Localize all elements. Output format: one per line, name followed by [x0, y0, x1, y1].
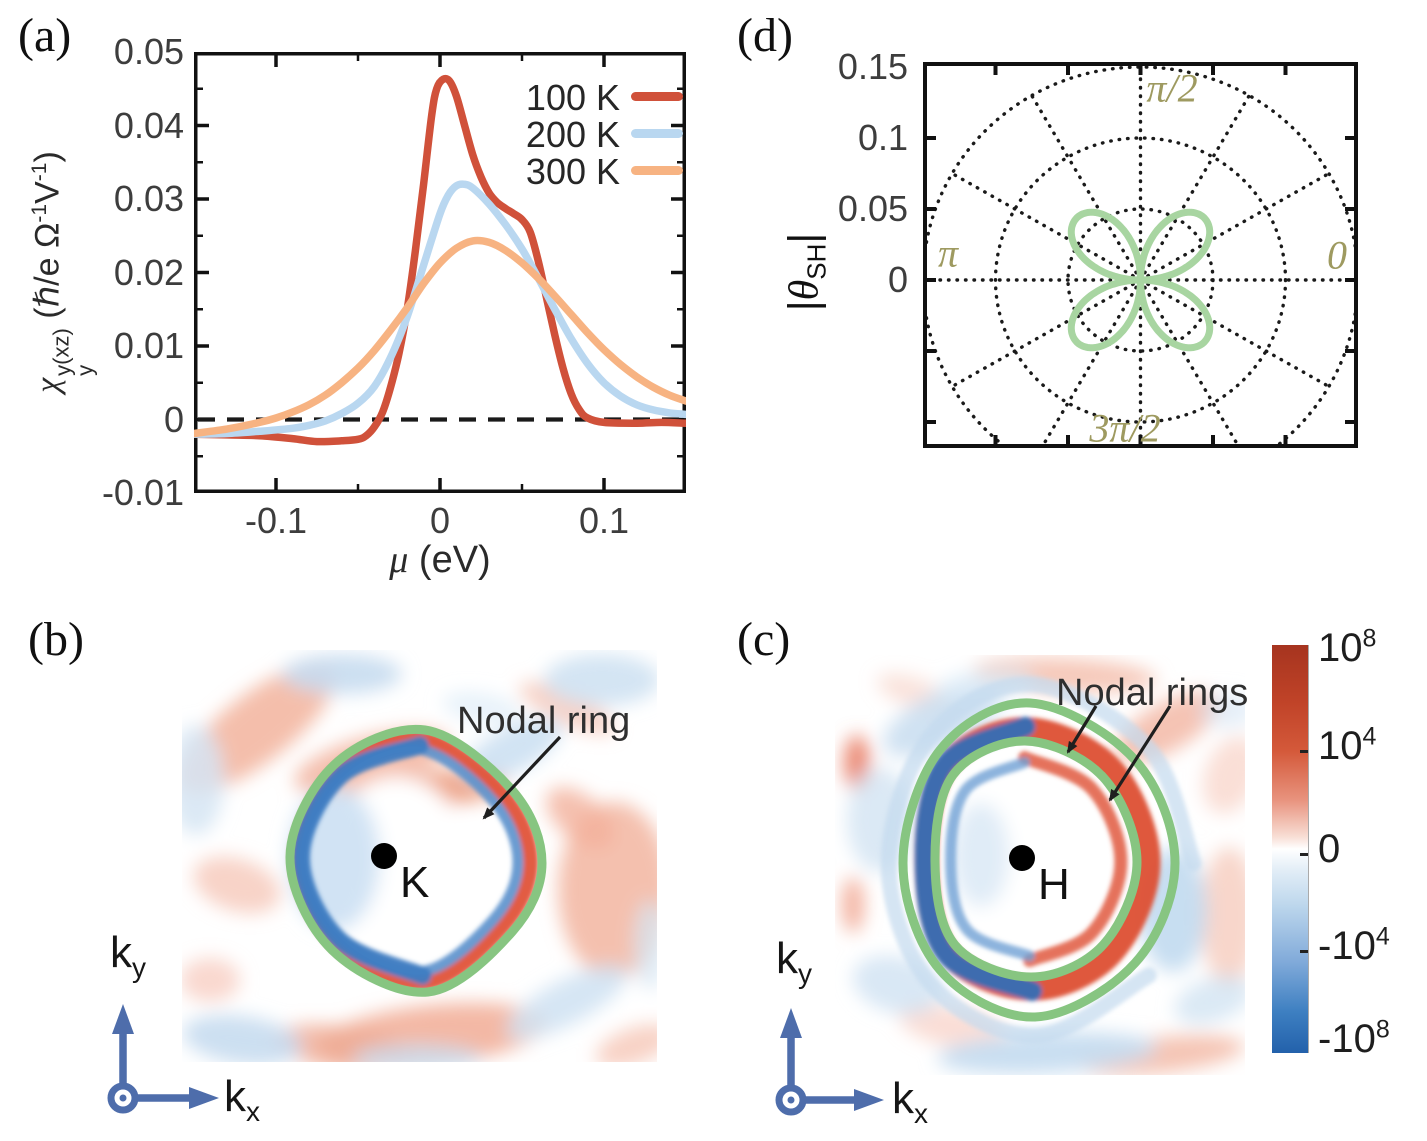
series-curve-300K	[194, 236, 686, 438]
high-symmetry-point-dot	[371, 843, 397, 869]
legend-label-100K: 100 K	[525, 77, 620, 118]
y-tick-label-a: 0.04	[113, 104, 184, 146]
legend-swatch-100K	[631, 92, 683, 101]
k-axes-panel-c	[775, 1008, 884, 1116]
x-tick-label-a: 0.1	[578, 500, 630, 541]
ky-axis-label-b: ky	[110, 928, 146, 983]
y-tick-label-a: 0.01	[113, 325, 184, 366]
y-tick-label-a: -0.01	[101, 472, 184, 513]
angle-label-pi: π	[937, 230, 959, 276]
legend-label-200K: 200 K	[525, 114, 620, 155]
colorbar-tick-label: 104	[1318, 722, 1377, 768]
series-curve-200K	[194, 180, 686, 438]
k-axes-panel-b	[107, 1004, 219, 1114]
polar-chart-panel-d	[923, 62, 1358, 448]
colorbar-tick-mark	[1300, 750, 1308, 753]
y-tick-label-a: 0.02	[113, 251, 184, 293]
nodal-ring-annotation: Nodal ring	[457, 700, 631, 742]
kx-axis-label-b: kx	[224, 1072, 260, 1127]
panel-c-label: (c)	[737, 613, 791, 666]
h-point-label: H	[1038, 860, 1070, 909]
line-chart-panel-a	[194, 52, 686, 493]
r-tick-label-d: 0.05	[837, 188, 908, 229]
r-tick-label-d: 0	[887, 259, 908, 300]
r-tick-label-d: 0.1	[857, 117, 908, 158]
heatmap-panel-b	[182, 650, 657, 1062]
k-point-label: K	[400, 858, 430, 907]
colorbar-tick-mark	[1300, 853, 1308, 856]
y-tick-label-a: 0	[163, 398, 184, 440]
x-tick-label-a: 0	[429, 500, 451, 541]
x-tick-label-a: -0.1	[244, 500, 308, 541]
colorbar	[1272, 645, 1309, 1053]
nodal-ring-green	[898, 698, 1180, 1022]
ky-axis-label-c: ky	[776, 934, 812, 989]
r-tick-label-d: 0.15	[837, 46, 908, 87]
angle-label-pi-over-2: π/2	[1146, 65, 1198, 111]
angle-label-zero: 0	[1327, 232, 1347, 278]
colorbar-tick-label: 108	[1318, 624, 1377, 670]
colorbar-tick-mark	[1300, 950, 1308, 953]
legend-swatch-200K	[631, 129, 683, 138]
legend-swatch-300K	[631, 166, 683, 175]
colorbar-tick-label: 0	[1318, 827, 1341, 871]
nodal-rings-annotation: Nodal rings	[1056, 672, 1249, 714]
panel-d-label: (d)	[737, 9, 793, 62]
chi-symbol: χ	[29, 377, 67, 393]
colorbar-tick-label: -108	[1318, 1015, 1390, 1061]
kx-axis-label-c: kx	[892, 1074, 928, 1129]
panel-a-label: (a)	[18, 9, 72, 62]
colorbar-tick-label: -104	[1318, 922, 1390, 968]
spin-hall-angle-rose-curve	[1067, 208, 1214, 352]
series-curve-100K	[194, 74, 686, 446]
nodal-ring-green	[930, 736, 1142, 982]
high-symmetry-point-dot	[1009, 845, 1035, 871]
angle-label-3pi-over-2: 3π/2	[1089, 405, 1161, 451]
panel-a-x-axis-title: μ (eV)	[389, 539, 491, 581]
y-tick-label-a: 0.05	[113, 31, 184, 72]
heatmap-panel-c	[835, 655, 1245, 1075]
y-tick-label-a: 0.03	[113, 178, 184, 219]
panel-b-label: (b)	[28, 613, 84, 666]
legend-label-300K: 300 K	[525, 151, 620, 192]
